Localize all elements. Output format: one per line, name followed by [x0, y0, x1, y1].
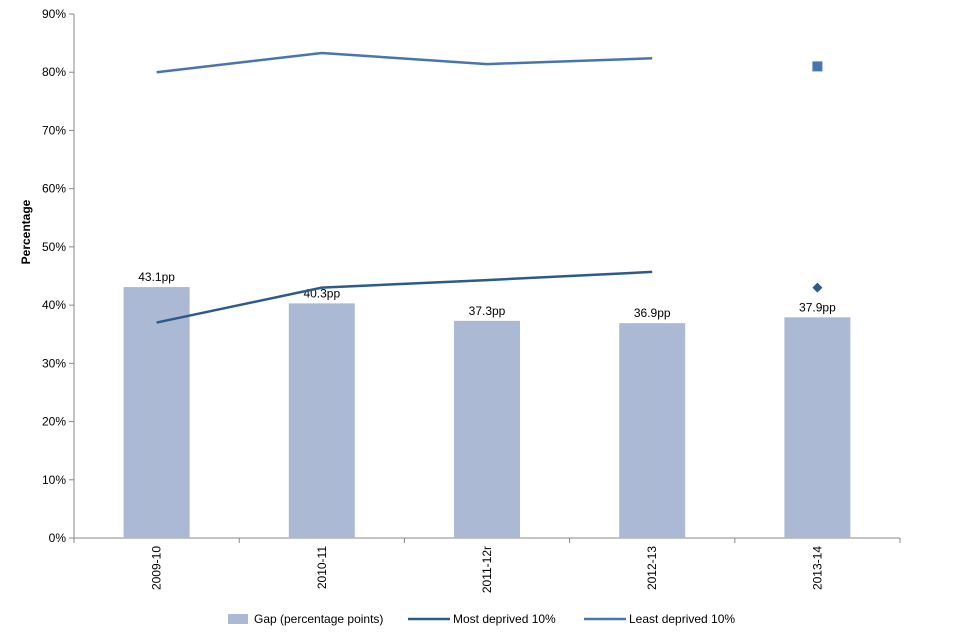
x-tick-label: 2012-13: [645, 546, 659, 590]
legend-label: Gap (percentage points): [254, 612, 383, 626]
bar-series: [123, 287, 851, 538]
bar: [123, 287, 190, 538]
bar-data-label: 36.9pp: [634, 306, 671, 320]
y-tick-label: 70%: [42, 123, 66, 137]
legend: Gap (percentage points) Most deprived 10%…: [228, 612, 735, 626]
bar-data-label: 37.9pp: [799, 300, 836, 314]
bar: [784, 317, 851, 538]
legend-label: Least deprived 10%: [629, 612, 735, 626]
bar: [454, 320, 520, 538]
bar-data-label: 43.1pp: [138, 270, 175, 284]
legend-swatch: [228, 614, 248, 624]
least-deprived-10-line: [156, 51, 653, 74]
y-axis: 0% 10% 20% 30% 40% 50% 60% 70% 80% 90%: [42, 7, 75, 545]
bar-data-label: 37.3pp: [469, 304, 506, 318]
x-tick-label: 2013-14: [810, 546, 824, 590]
most-deprived-10-point: [812, 282, 823, 293]
y-tick-label: 20%: [42, 415, 66, 429]
y-tick-label: 60%: [42, 182, 66, 196]
bar: [619, 323, 686, 538]
y-tick-label: 30%: [42, 356, 66, 370]
y-axis-title: Percentage: [19, 199, 33, 264]
x-tick-label: 2010-11: [315, 546, 329, 589]
y-tick-label: 0%: [49, 531, 67, 545]
x-axis: 2009-10 2010-11 2011-12r 2012-13 2013-14: [73, 537, 901, 593]
x-tick-label: 2009-10: [150, 546, 164, 590]
y-tick-label: 40%: [42, 298, 66, 312]
x-tick-label: 2011-12r: [480, 546, 494, 593]
y-tick-label: 90%: [42, 7, 66, 21]
y-tick-label: 50%: [42, 240, 66, 254]
least-deprived-10-point: [812, 61, 823, 72]
y-tick-label: 80%: [42, 65, 66, 79]
most-deprived-10-line: [156, 270, 653, 324]
line-series: [156, 51, 823, 324]
bar: [288, 303, 355, 538]
y-tick-label: 10%: [42, 473, 66, 487]
legend-label: Most deprived 10%: [453, 612, 556, 626]
